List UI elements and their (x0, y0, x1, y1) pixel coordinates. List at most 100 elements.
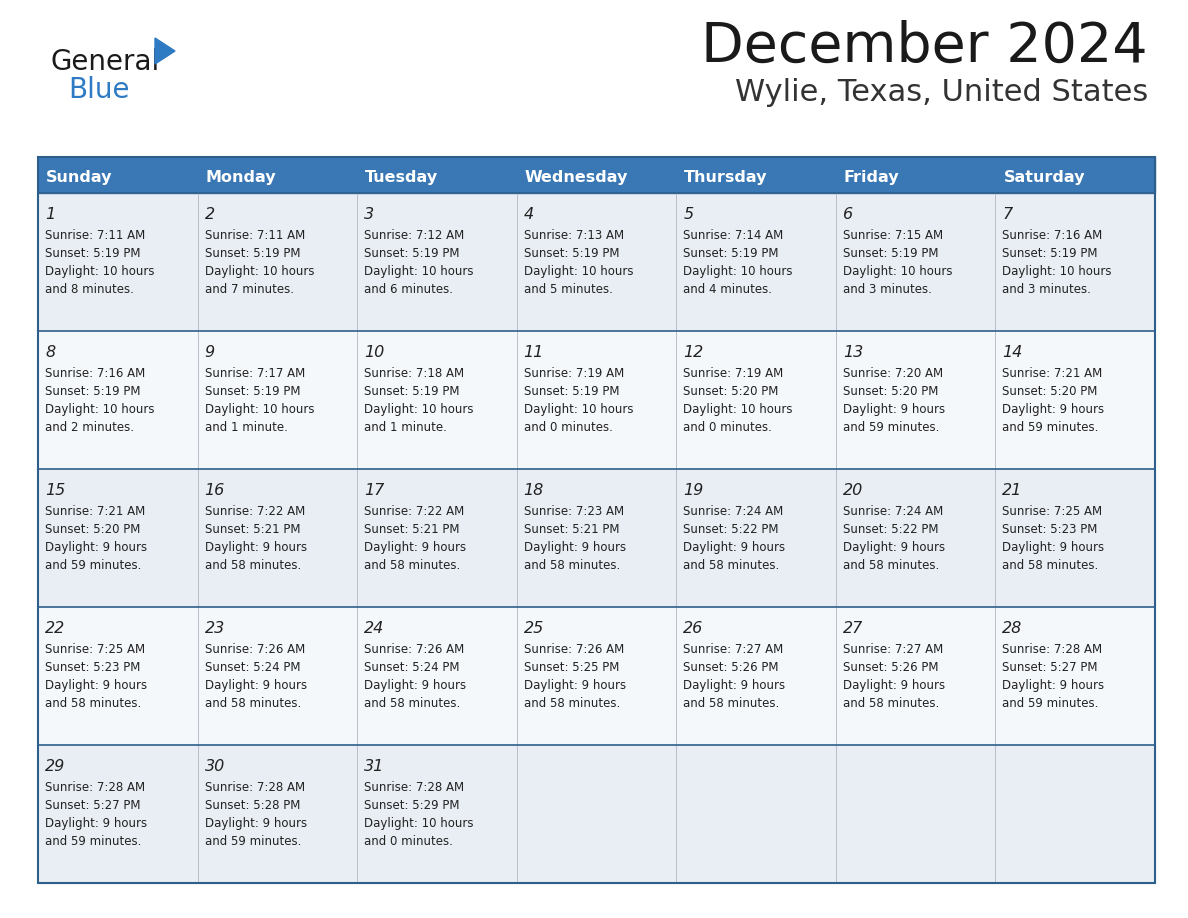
Text: and 58 minutes.: and 58 minutes. (365, 559, 461, 572)
Text: and 1 minute.: and 1 minute. (365, 421, 447, 434)
Text: Daylight: 9 hours: Daylight: 9 hours (524, 541, 626, 554)
Text: 18: 18 (524, 483, 544, 498)
Text: Daylight: 9 hours: Daylight: 9 hours (1003, 679, 1105, 692)
Text: 2: 2 (204, 207, 215, 222)
Text: Daylight: 9 hours: Daylight: 9 hours (204, 541, 307, 554)
Text: and 58 minutes.: and 58 minutes. (842, 697, 939, 710)
Text: Wylie, Texas, United States: Wylie, Texas, United States (734, 78, 1148, 107)
Text: Daylight: 9 hours: Daylight: 9 hours (842, 403, 944, 416)
Text: 12: 12 (683, 345, 703, 360)
Text: Sunrise: 7:28 AM: Sunrise: 7:28 AM (365, 781, 465, 794)
Bar (38, 607, 1155, 745)
Text: Sunrise: 7:17 AM: Sunrise: 7:17 AM (204, 367, 305, 380)
Text: 4: 4 (524, 207, 533, 222)
Text: Sunrise: 7:18 AM: Sunrise: 7:18 AM (365, 367, 465, 380)
Text: and 58 minutes.: and 58 minutes. (204, 697, 301, 710)
Text: Sunday: Sunday (46, 171, 113, 185)
Text: Daylight: 10 hours: Daylight: 10 hours (365, 403, 474, 416)
Text: Sunrise: 7:21 AM: Sunrise: 7:21 AM (45, 505, 145, 518)
Text: Sunrise: 7:11 AM: Sunrise: 7:11 AM (204, 229, 305, 242)
Text: Sunset: 5:21 PM: Sunset: 5:21 PM (204, 523, 301, 536)
Text: Daylight: 10 hours: Daylight: 10 hours (45, 403, 154, 416)
Text: Sunrise: 7:28 AM: Sunrise: 7:28 AM (45, 781, 145, 794)
Text: Thursday: Thursday (684, 171, 767, 185)
Text: Sunset: 5:22 PM: Sunset: 5:22 PM (842, 523, 939, 536)
Text: Daylight: 9 hours: Daylight: 9 hours (204, 817, 307, 830)
Text: and 0 minutes.: and 0 minutes. (683, 421, 772, 434)
Text: Sunrise: 7:14 AM: Sunrise: 7:14 AM (683, 229, 784, 242)
Text: Sunrise: 7:23 AM: Sunrise: 7:23 AM (524, 505, 624, 518)
Text: and 58 minutes.: and 58 minutes. (683, 697, 779, 710)
Text: Tuesday: Tuesday (365, 171, 438, 185)
Text: Saturday: Saturday (1004, 171, 1085, 185)
Text: Wednesday: Wednesday (525, 171, 628, 185)
Text: Sunset: 5:21 PM: Sunset: 5:21 PM (524, 523, 619, 536)
Text: Daylight: 9 hours: Daylight: 9 hours (842, 541, 944, 554)
Text: 15: 15 (45, 483, 65, 498)
Text: Sunrise: 7:24 AM: Sunrise: 7:24 AM (683, 505, 784, 518)
Text: 1: 1 (45, 207, 55, 222)
Text: 11: 11 (524, 345, 544, 360)
Bar (38, 157, 1155, 883)
Text: Daylight: 9 hours: Daylight: 9 hours (1003, 403, 1105, 416)
Text: Daylight: 10 hours: Daylight: 10 hours (524, 265, 633, 278)
Bar (38, 331, 1155, 469)
Text: 27: 27 (842, 621, 864, 636)
Text: 22: 22 (45, 621, 65, 636)
Text: 30: 30 (204, 759, 225, 774)
Text: Daylight: 9 hours: Daylight: 9 hours (683, 541, 785, 554)
Text: Sunrise: 7:26 AM: Sunrise: 7:26 AM (524, 643, 624, 656)
Text: 16: 16 (204, 483, 225, 498)
Text: and 58 minutes.: and 58 minutes. (45, 697, 141, 710)
Text: Sunset: 5:27 PM: Sunset: 5:27 PM (1003, 661, 1098, 674)
Text: and 8 minutes.: and 8 minutes. (45, 283, 134, 296)
Text: 8: 8 (45, 345, 55, 360)
Text: Daylight: 9 hours: Daylight: 9 hours (45, 679, 147, 692)
Text: and 58 minutes.: and 58 minutes. (524, 697, 620, 710)
Text: 21: 21 (1003, 483, 1023, 498)
Text: 3: 3 (365, 207, 374, 222)
Text: Sunrise: 7:20 AM: Sunrise: 7:20 AM (842, 367, 943, 380)
Text: Sunrise: 7:22 AM: Sunrise: 7:22 AM (204, 505, 305, 518)
Text: Sunrise: 7:12 AM: Sunrise: 7:12 AM (365, 229, 465, 242)
Text: Daylight: 10 hours: Daylight: 10 hours (683, 265, 792, 278)
Text: 6: 6 (842, 207, 853, 222)
Text: Sunset: 5:20 PM: Sunset: 5:20 PM (45, 523, 140, 536)
Text: 19: 19 (683, 483, 703, 498)
Text: 10: 10 (365, 345, 385, 360)
Text: Sunrise: 7:16 AM: Sunrise: 7:16 AM (1003, 229, 1102, 242)
Text: and 4 minutes.: and 4 minutes. (683, 283, 772, 296)
Text: Sunrise: 7:19 AM: Sunrise: 7:19 AM (524, 367, 624, 380)
Bar (38, 745, 1155, 883)
Text: Sunset: 5:26 PM: Sunset: 5:26 PM (683, 661, 779, 674)
Text: Sunset: 5:19 PM: Sunset: 5:19 PM (204, 385, 301, 398)
Text: Sunrise: 7:22 AM: Sunrise: 7:22 AM (365, 505, 465, 518)
Text: and 58 minutes.: and 58 minutes. (842, 559, 939, 572)
Text: Daylight: 10 hours: Daylight: 10 hours (365, 817, 474, 830)
Text: Sunrise: 7:25 AM: Sunrise: 7:25 AM (45, 643, 145, 656)
Text: Daylight: 9 hours: Daylight: 9 hours (842, 679, 944, 692)
Text: and 1 minute.: and 1 minute. (204, 421, 287, 434)
Text: and 5 minutes.: and 5 minutes. (524, 283, 613, 296)
Text: Sunset: 5:20 PM: Sunset: 5:20 PM (683, 385, 778, 398)
Text: Daylight: 9 hours: Daylight: 9 hours (683, 679, 785, 692)
Text: 24: 24 (365, 621, 385, 636)
Text: Sunset: 5:23 PM: Sunset: 5:23 PM (1003, 523, 1098, 536)
Text: and 59 minutes.: and 59 minutes. (45, 559, 141, 572)
Text: Sunrise: 7:28 AM: Sunrise: 7:28 AM (204, 781, 304, 794)
Text: Daylight: 10 hours: Daylight: 10 hours (842, 265, 953, 278)
Text: Sunset: 5:19 PM: Sunset: 5:19 PM (524, 247, 619, 260)
Text: Daylight: 10 hours: Daylight: 10 hours (1003, 265, 1112, 278)
Text: Sunset: 5:26 PM: Sunset: 5:26 PM (842, 661, 939, 674)
Text: Daylight: 10 hours: Daylight: 10 hours (365, 265, 474, 278)
Text: Sunrise: 7:27 AM: Sunrise: 7:27 AM (842, 643, 943, 656)
Text: Sunset: 5:19 PM: Sunset: 5:19 PM (45, 247, 140, 260)
Text: Sunrise: 7:26 AM: Sunrise: 7:26 AM (365, 643, 465, 656)
Text: Daylight: 9 hours: Daylight: 9 hours (365, 541, 466, 554)
Text: Sunset: 5:20 PM: Sunset: 5:20 PM (1003, 385, 1098, 398)
Text: Sunrise: 7:16 AM: Sunrise: 7:16 AM (45, 367, 145, 380)
Text: Sunset: 5:19 PM: Sunset: 5:19 PM (204, 247, 301, 260)
Text: 28: 28 (1003, 621, 1023, 636)
Text: 17: 17 (365, 483, 385, 498)
Text: and 58 minutes.: and 58 minutes. (204, 559, 301, 572)
